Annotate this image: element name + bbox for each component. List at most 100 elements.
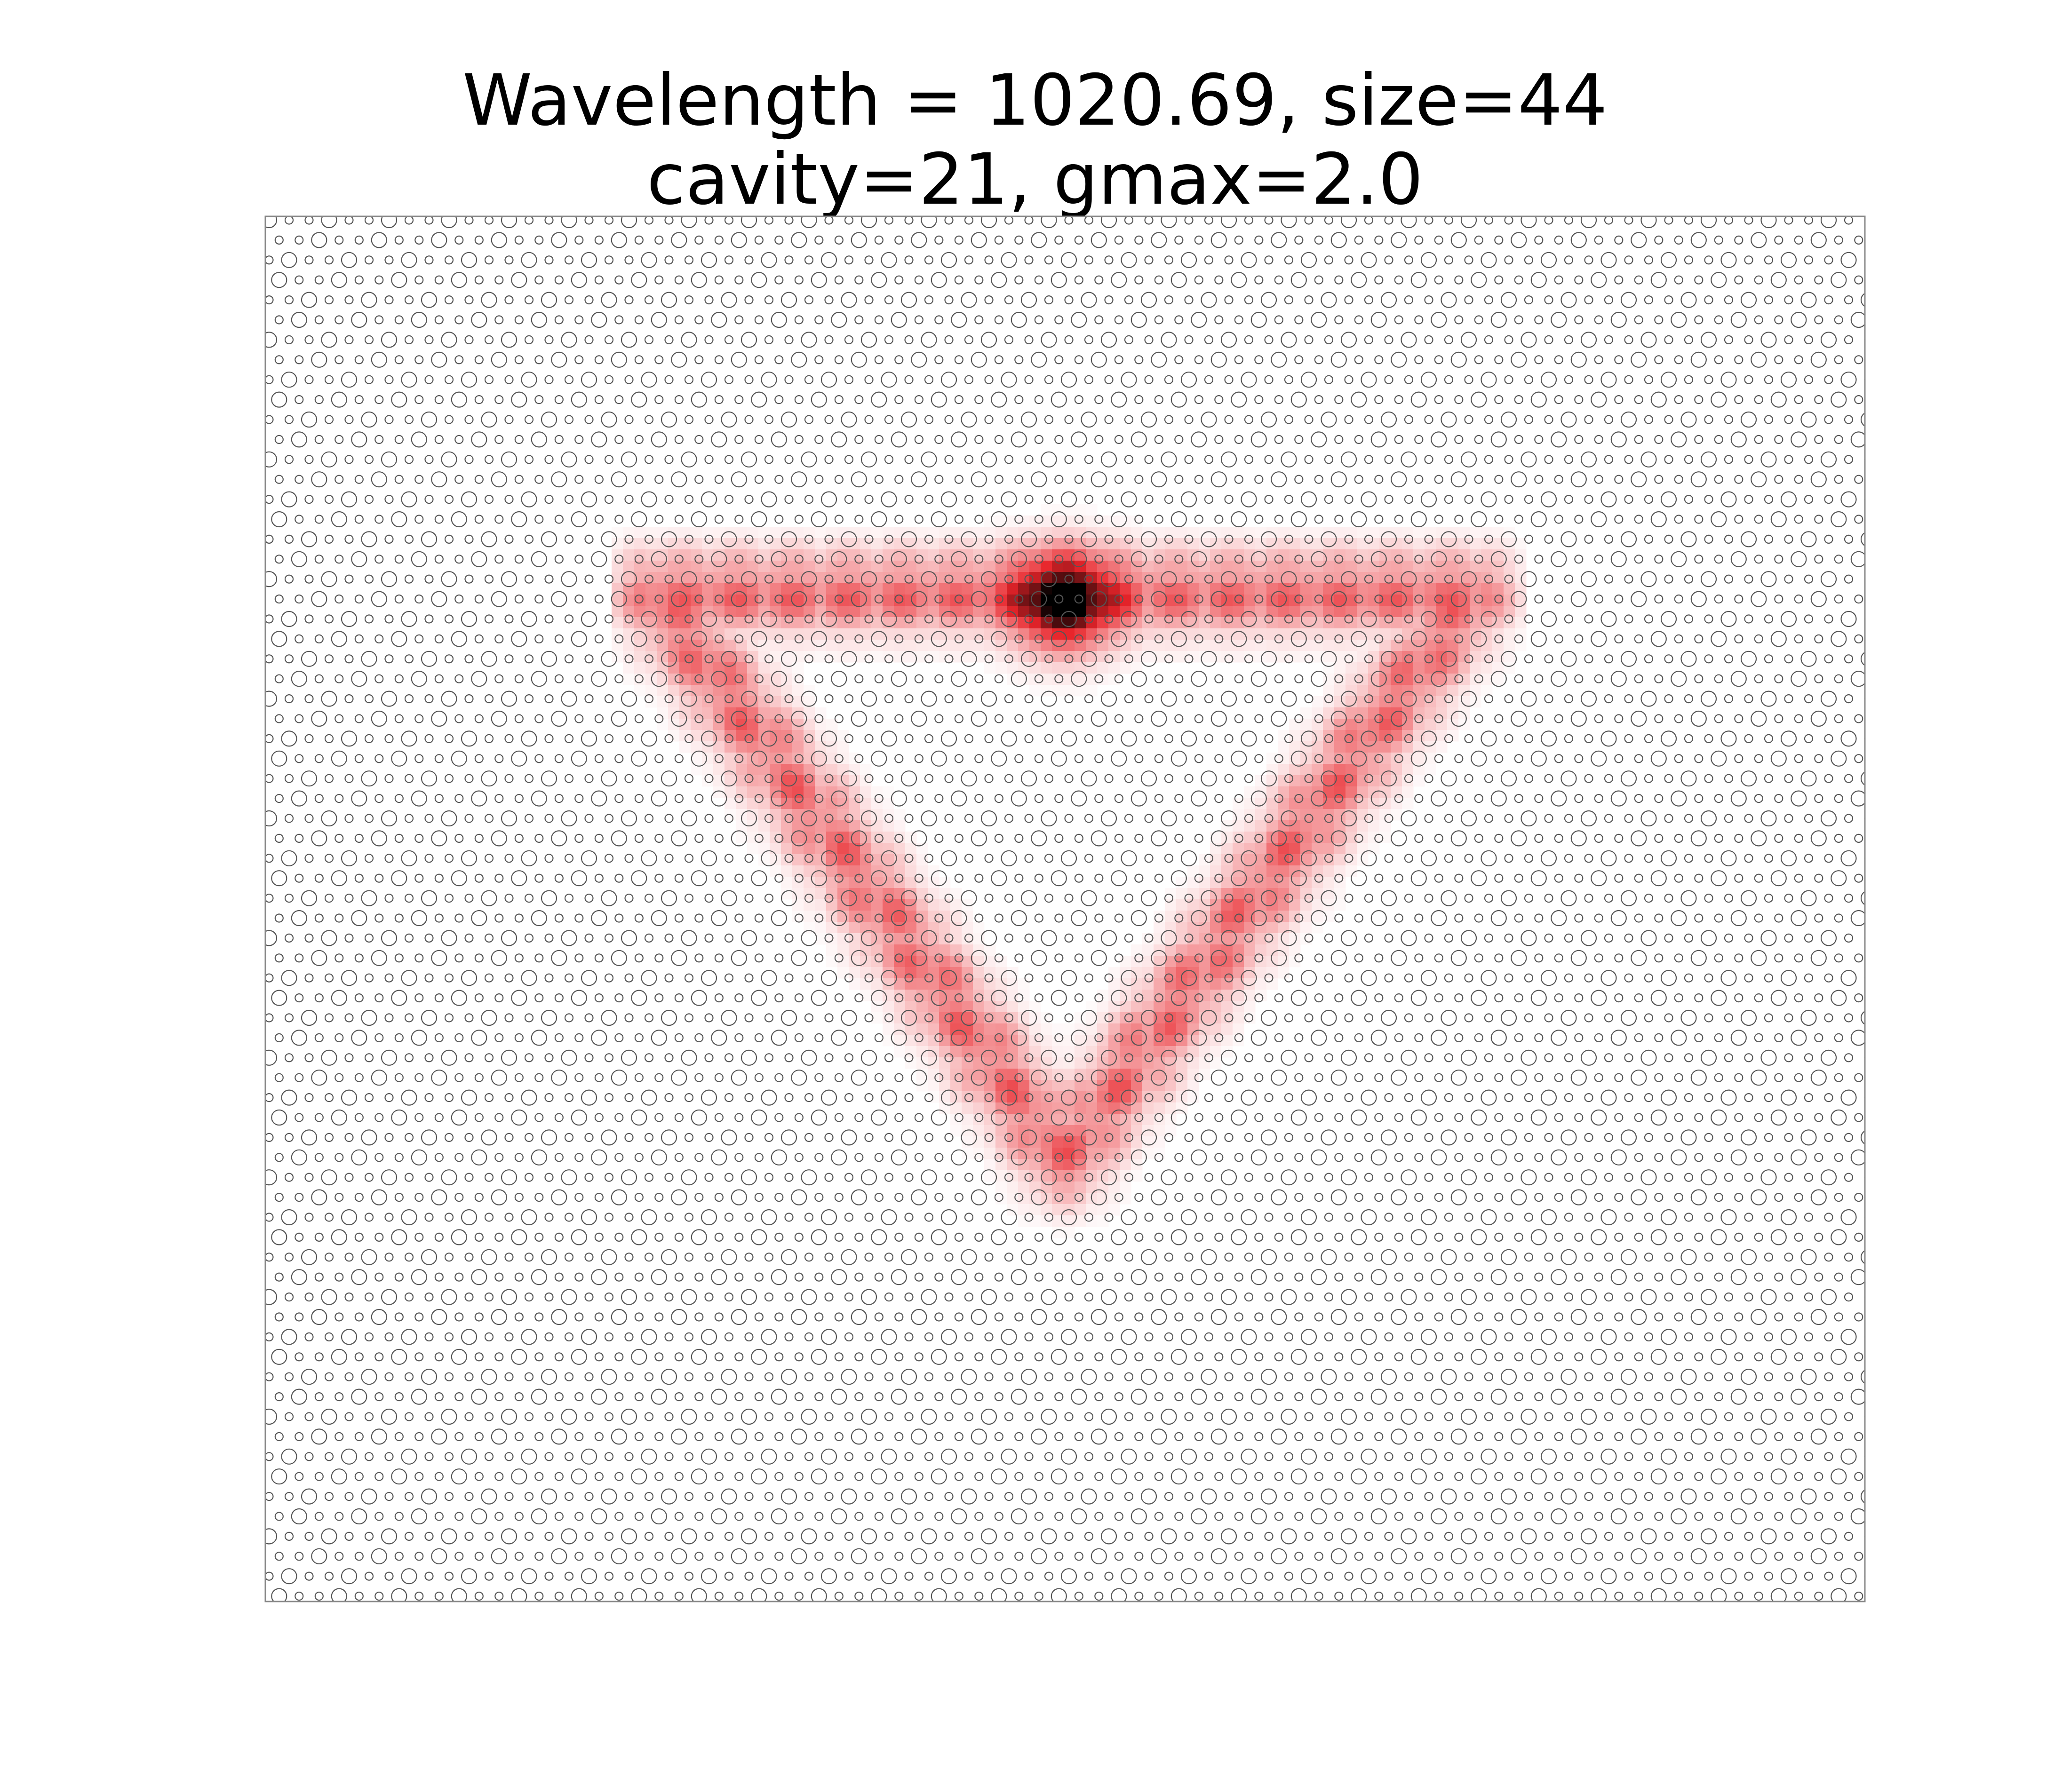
field-cell bbox=[1131, 595, 1143, 606]
field-cell bbox=[871, 978, 883, 990]
field-cell bbox=[1154, 1091, 1165, 1103]
field-cell bbox=[1018, 674, 1030, 685]
field-cell bbox=[1346, 651, 1357, 663]
chart-title-line-2: cavity=21, gmax=2.0 bbox=[646, 139, 1424, 221]
field-cell bbox=[1504, 662, 1515, 674]
field-cell bbox=[1165, 911, 1177, 922]
field-cell bbox=[995, 640, 1007, 651]
field-cell bbox=[1176, 1001, 1188, 1013]
field-cell bbox=[1108, 640, 1120, 651]
field-cell bbox=[1007, 1125, 1019, 1137]
field-cell bbox=[826, 865, 838, 877]
field-cell bbox=[1233, 1012, 1244, 1024]
field-cell bbox=[747, 606, 759, 618]
field-cell bbox=[962, 990, 973, 1001]
field-cell bbox=[1187, 1035, 1199, 1047]
field-cell bbox=[1063, 583, 1075, 595]
field-cell bbox=[837, 854, 849, 866]
field-cell bbox=[1334, 798, 1346, 809]
field-cell bbox=[1018, 1069, 1030, 1080]
field-cell bbox=[679, 741, 691, 753]
field-cell bbox=[973, 1125, 985, 1137]
field-cell bbox=[1357, 843, 1369, 855]
field-cell bbox=[645, 651, 657, 663]
field-cell bbox=[962, 549, 973, 561]
field-cell bbox=[1312, 628, 1323, 640]
field-cell bbox=[1233, 583, 1244, 595]
field-cell bbox=[894, 843, 906, 855]
field-cell bbox=[1515, 640, 1527, 651]
field-cell bbox=[1210, 606, 1222, 618]
field-cell bbox=[1221, 1001, 1233, 1013]
field-cell bbox=[1334, 685, 1346, 697]
field-cell bbox=[883, 832, 894, 843]
field-cell bbox=[1052, 527, 1064, 539]
field-cell bbox=[1379, 606, 1391, 618]
field-cell bbox=[1289, 561, 1301, 572]
field-cell bbox=[837, 572, 849, 584]
field-cell bbox=[1402, 741, 1414, 753]
field-cell bbox=[623, 549, 635, 561]
field-cell bbox=[1029, 1046, 1041, 1058]
field-cell bbox=[1131, 515, 1143, 527]
field-cell bbox=[1402, 685, 1414, 697]
field-cell bbox=[1289, 786, 1301, 798]
field-cell bbox=[1120, 662, 1131, 674]
field-cell bbox=[1221, 990, 1233, 1001]
field-cell bbox=[1210, 1046, 1222, 1058]
field-cell bbox=[849, 854, 860, 866]
field-cell bbox=[758, 707, 770, 719]
field-cell bbox=[1165, 561, 1177, 572]
field-cell bbox=[1029, 1102, 1041, 1114]
field-cell bbox=[668, 583, 680, 595]
field-cell bbox=[1199, 899, 1210, 911]
field-cell bbox=[1075, 606, 1086, 618]
field-cell bbox=[1018, 595, 1030, 606]
field-cell bbox=[1379, 640, 1391, 651]
field-cell bbox=[962, 1080, 973, 1092]
field-cell bbox=[1086, 1148, 1098, 1159]
field-cell bbox=[995, 662, 1007, 674]
field-cell bbox=[691, 606, 702, 618]
field-cell bbox=[657, 617, 669, 629]
field-cell bbox=[1007, 1181, 1019, 1193]
field-cell bbox=[645, 572, 657, 584]
field-cell bbox=[1097, 1102, 1109, 1114]
field-cell bbox=[1379, 764, 1391, 776]
field-cell bbox=[1413, 561, 1425, 572]
field-cell bbox=[1086, 504, 1098, 516]
field-cell bbox=[1357, 572, 1369, 584]
field-cell bbox=[871, 798, 883, 809]
field-cell bbox=[668, 561, 680, 572]
field-cell bbox=[1142, 538, 1154, 550]
field-cell bbox=[758, 561, 770, 572]
field-cell bbox=[758, 538, 770, 550]
field-cell bbox=[1052, 662, 1064, 674]
field-cell bbox=[1108, 561, 1120, 572]
field-cell bbox=[1108, 1035, 1120, 1047]
field-cell bbox=[1018, 1057, 1030, 1069]
field-cell bbox=[905, 922, 917, 934]
field-cell bbox=[724, 538, 736, 550]
field-cell bbox=[1402, 662, 1414, 674]
field-cell bbox=[1097, 662, 1109, 674]
field-cell bbox=[736, 786, 748, 798]
field-cell bbox=[1481, 662, 1493, 674]
field-cell bbox=[668, 730, 680, 742]
field-cell bbox=[1266, 628, 1278, 640]
field-cell bbox=[894, 899, 906, 911]
field-cell bbox=[1075, 628, 1086, 640]
field-cell bbox=[1142, 1080, 1154, 1092]
field-cell bbox=[1041, 1159, 1052, 1171]
field-cell bbox=[1131, 628, 1143, 640]
field-cell bbox=[1346, 561, 1357, 572]
field-cell bbox=[894, 1046, 906, 1058]
field-cell bbox=[1165, 967, 1177, 979]
field-cell bbox=[860, 877, 872, 888]
field-cell bbox=[1108, 651, 1120, 663]
field-cell bbox=[1120, 990, 1131, 1001]
field-cell bbox=[815, 617, 827, 629]
field-cell bbox=[1142, 967, 1154, 979]
field-cell bbox=[1323, 753, 1335, 764]
